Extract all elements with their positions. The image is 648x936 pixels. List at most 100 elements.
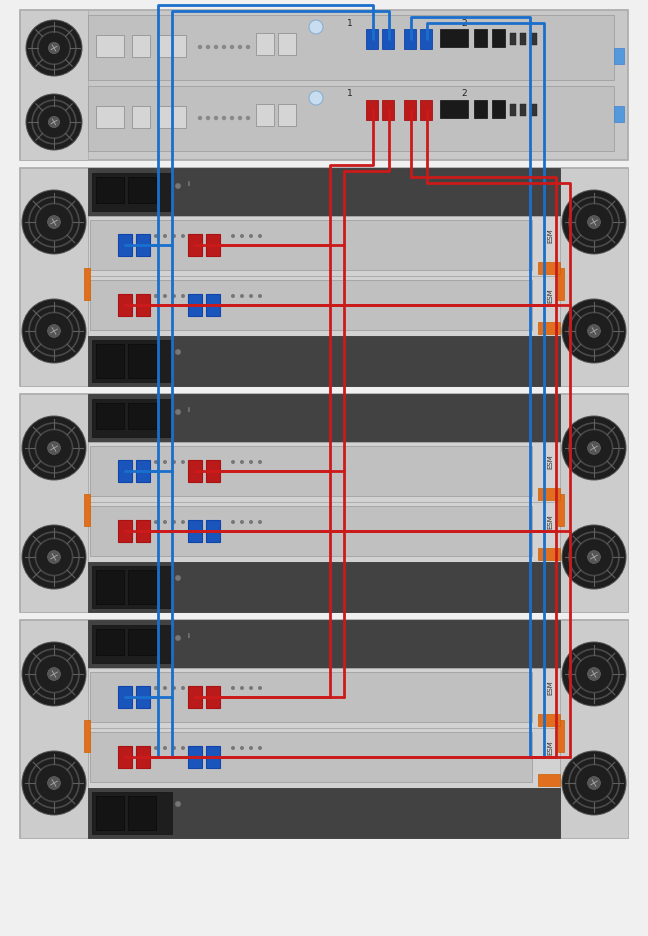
Circle shape [309,91,323,105]
Circle shape [309,20,323,34]
Bar [118,746,132,768]
Circle shape [258,520,262,524]
Circle shape [163,520,167,524]
Circle shape [588,325,601,337]
Circle shape [49,116,60,127]
Circle shape [588,777,601,789]
Circle shape [214,45,218,50]
Bar [20,10,628,160]
Circle shape [240,520,244,524]
Bar [128,796,156,830]
Circle shape [231,294,235,298]
Bar [538,488,560,500]
Circle shape [198,116,202,120]
Text: 1: 1 [347,19,353,27]
Bar [614,48,624,64]
Bar [92,173,172,211]
Circle shape [214,116,218,120]
Circle shape [163,294,167,298]
Bar [92,566,172,608]
Circle shape [22,525,86,589]
Bar [420,29,432,49]
Bar [96,344,124,378]
Text: ESM: ESM [547,455,553,469]
Circle shape [154,234,158,238]
Bar [132,35,150,57]
Circle shape [240,746,244,750]
Bar [538,322,560,334]
Circle shape [240,686,244,690]
Bar [90,280,532,330]
Bar [88,336,560,386]
Circle shape [258,460,262,464]
Circle shape [246,116,250,120]
Bar [256,33,274,55]
Circle shape [238,45,242,50]
Circle shape [181,746,185,750]
Circle shape [163,746,167,750]
Bar [88,15,614,80]
Bar [118,460,132,482]
Bar [20,620,628,838]
Circle shape [49,42,60,53]
Circle shape [198,45,202,50]
Bar [96,35,124,57]
Bar [84,720,90,752]
Bar [118,234,132,256]
Bar [88,442,560,502]
Circle shape [181,686,185,690]
Bar [531,33,537,45]
Bar [510,104,516,116]
Bar [20,168,88,386]
Circle shape [47,667,60,680]
Bar [188,234,202,256]
Bar [88,216,560,276]
Bar [92,792,172,834]
Bar [20,10,88,160]
Circle shape [175,409,181,415]
Circle shape [562,416,626,480]
Circle shape [22,642,86,706]
Bar [206,746,220,768]
Bar [88,276,560,336]
Bar [88,728,560,788]
Bar [96,796,124,830]
Bar [136,460,150,482]
Bar [92,340,172,382]
Circle shape [206,116,210,120]
Circle shape [154,294,158,298]
Bar [531,104,537,116]
Bar [118,520,132,542]
Bar [558,720,564,752]
Circle shape [181,520,185,524]
Bar [188,520,202,542]
Bar [20,620,88,838]
Circle shape [588,215,601,228]
Bar [560,168,628,386]
Circle shape [240,234,244,238]
Bar [136,294,150,316]
Bar [92,399,172,437]
Bar [88,168,560,216]
Circle shape [258,234,262,238]
Circle shape [154,520,158,524]
Circle shape [230,45,234,50]
Circle shape [238,116,242,120]
Circle shape [163,686,167,690]
Bar [88,668,560,728]
Bar [256,104,274,126]
Bar [92,625,172,663]
Bar [90,672,532,722]
Circle shape [562,190,626,254]
Circle shape [231,686,235,690]
Circle shape [249,686,253,690]
Bar [96,629,124,655]
Bar [560,394,628,612]
Circle shape [240,294,244,298]
Bar [492,100,505,118]
Text: 2: 2 [461,90,467,98]
Circle shape [22,190,86,254]
Text: ESM: ESM [547,740,553,755]
Circle shape [22,299,86,363]
Bar [136,686,150,708]
